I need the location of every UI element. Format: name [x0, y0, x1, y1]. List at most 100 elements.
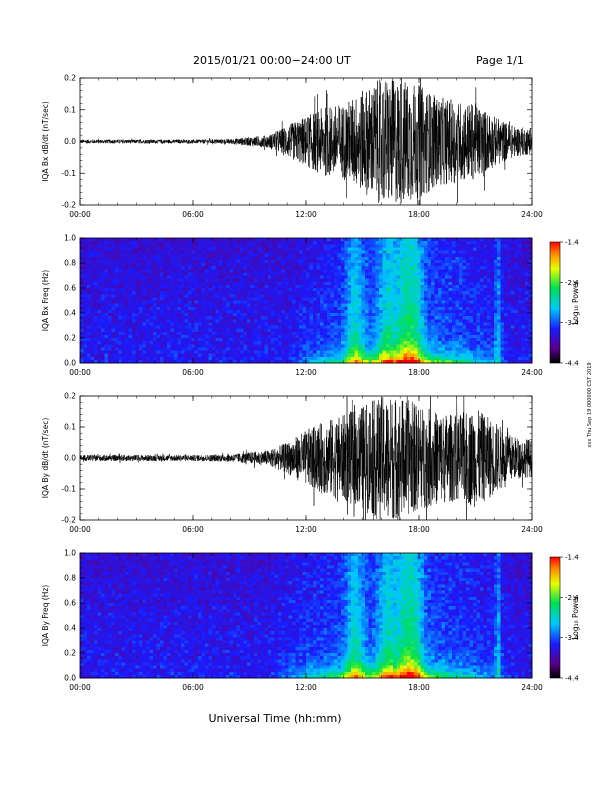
spectrogram-cell — [257, 250, 262, 255]
spectrogram-cell — [104, 294, 109, 298]
spectrogram-cell — [472, 256, 477, 261]
spectrogram-cell — [222, 281, 227, 286]
spectrogram-cell — [281, 259, 286, 264]
spectrogram-cell — [257, 316, 262, 320]
spectrogram-cell — [417, 281, 422, 286]
spectrogram-cell — [486, 263, 491, 267]
spectrogram-cell — [396, 259, 401, 264]
spectrogram-cell — [483, 294, 488, 298]
spectrogram-cell — [486, 269, 491, 273]
spectrogram-cell — [358, 325, 363, 330]
spectrogram-cell — [413, 247, 418, 251]
spectrogram-cell — [139, 313, 143, 317]
spectrogram-cell — [427, 300, 432, 305]
spectrogram-cell — [319, 347, 324, 351]
spectrogram-cell — [111, 291, 116, 295]
spectrogram-cell — [427, 281, 432, 286]
spectrogram-cell — [323, 328, 328, 333]
spectrogram-cell — [389, 356, 394, 361]
spectrogram-cell — [385, 284, 390, 289]
spectrogram-cell — [344, 316, 349, 320]
spectrogram-cell — [465, 288, 470, 292]
spectrogram-cell — [194, 281, 199, 286]
spectrogram-cell — [458, 297, 463, 301]
spectrogram-cell — [316, 344, 321, 348]
spectrogram-cell — [135, 309, 140, 314]
spectrogram-cell — [205, 294, 210, 298]
spectrogram-cell — [288, 259, 293, 264]
spectrogram-cell — [104, 241, 109, 245]
spectrogram-cell — [486, 313, 491, 317]
spectrogram-cell — [497, 241, 502, 245]
spectrogram-cell — [476, 319, 481, 323]
spectrogram-cell — [309, 241, 314, 245]
spectrogram-cell — [194, 238, 199, 242]
spectrogram-cell — [194, 300, 199, 305]
spectrogram-cell — [344, 319, 349, 323]
spectrogram-cell — [365, 278, 369, 283]
spectrogram-cell — [396, 300, 401, 305]
spectrogram-cell — [368, 250, 373, 255]
spectrogram-cell — [316, 319, 321, 323]
spectrogram-cell — [365, 303, 369, 308]
spectrogram-cell — [372, 297, 376, 301]
spectrogram-cell — [368, 353, 373, 358]
spectrogram-cell — [83, 303, 88, 308]
spectrogram-cell — [500, 250, 505, 255]
spectrogram-cell — [420, 353, 425, 358]
spectrogram-cell — [114, 259, 119, 264]
spectrogram-cell — [97, 263, 102, 267]
spectrogram-cell — [149, 331, 154, 336]
spectrogram-cell — [132, 247, 137, 251]
spectrogram-cell — [403, 344, 408, 348]
spectrogram-cell — [146, 281, 150, 286]
spectrogram-cell — [159, 259, 164, 264]
spectrogram-cell — [236, 347, 241, 351]
spectrogram-cell — [319, 253, 324, 258]
spectrogram-cell — [312, 241, 317, 245]
spectrogram-cell — [201, 300, 206, 305]
spectrogram-cell — [340, 319, 345, 323]
spectrogram-cell — [323, 256, 328, 261]
spectrogram-cell — [441, 356, 446, 361]
spectrogram-cell — [295, 291, 300, 295]
spectrogram-cell — [80, 269, 84, 273]
spectrogram-cell — [406, 344, 411, 348]
spectrogram-cell — [267, 347, 272, 351]
spectrogram-cell — [486, 331, 491, 336]
spectrogram-cell — [365, 353, 369, 358]
spectrogram-cell — [330, 278, 335, 283]
spectrogram-cell — [455, 347, 460, 351]
spectrogram-cell — [229, 269, 234, 273]
spectrogram-cell — [146, 294, 150, 298]
spectrogram-cell — [337, 350, 342, 355]
spectrogram-cell — [205, 259, 210, 264]
spectrogram-cell — [135, 247, 140, 251]
spectrogram-cell — [410, 253, 415, 258]
spectrogram-cell — [434, 356, 439, 361]
spectrogram-cell — [365, 341, 369, 345]
spectrogram-cell — [434, 303, 439, 308]
spectrogram-cell — [135, 259, 140, 264]
spectrogram-cell — [333, 288, 338, 292]
spectrogram-cell — [431, 309, 436, 314]
spectrogram-cell — [205, 269, 210, 273]
spectrogram-cell — [201, 269, 206, 273]
spectrogram-cell — [278, 334, 283, 339]
spectrogram-cell — [97, 238, 102, 242]
spectrogram-cell — [139, 247, 143, 251]
spectrogram-cell — [396, 303, 401, 308]
spectrogram-cell — [375, 341, 380, 345]
spectrogram-cell — [107, 253, 112, 258]
spectrogram-cell — [166, 319, 171, 323]
spectrogram-cell — [424, 266, 429, 270]
spectrogram-cell — [354, 297, 359, 301]
spectrogram-cell — [194, 334, 199, 339]
spectrogram-cell — [177, 256, 182, 261]
spectrogram-cell — [260, 303, 265, 308]
spectrogram-cell — [424, 263, 429, 267]
spectrogram-cell — [267, 331, 272, 336]
spectrogram-cell — [292, 347, 296, 351]
spectrogram-cell — [243, 313, 248, 317]
spectrogram-cell — [392, 284, 397, 289]
